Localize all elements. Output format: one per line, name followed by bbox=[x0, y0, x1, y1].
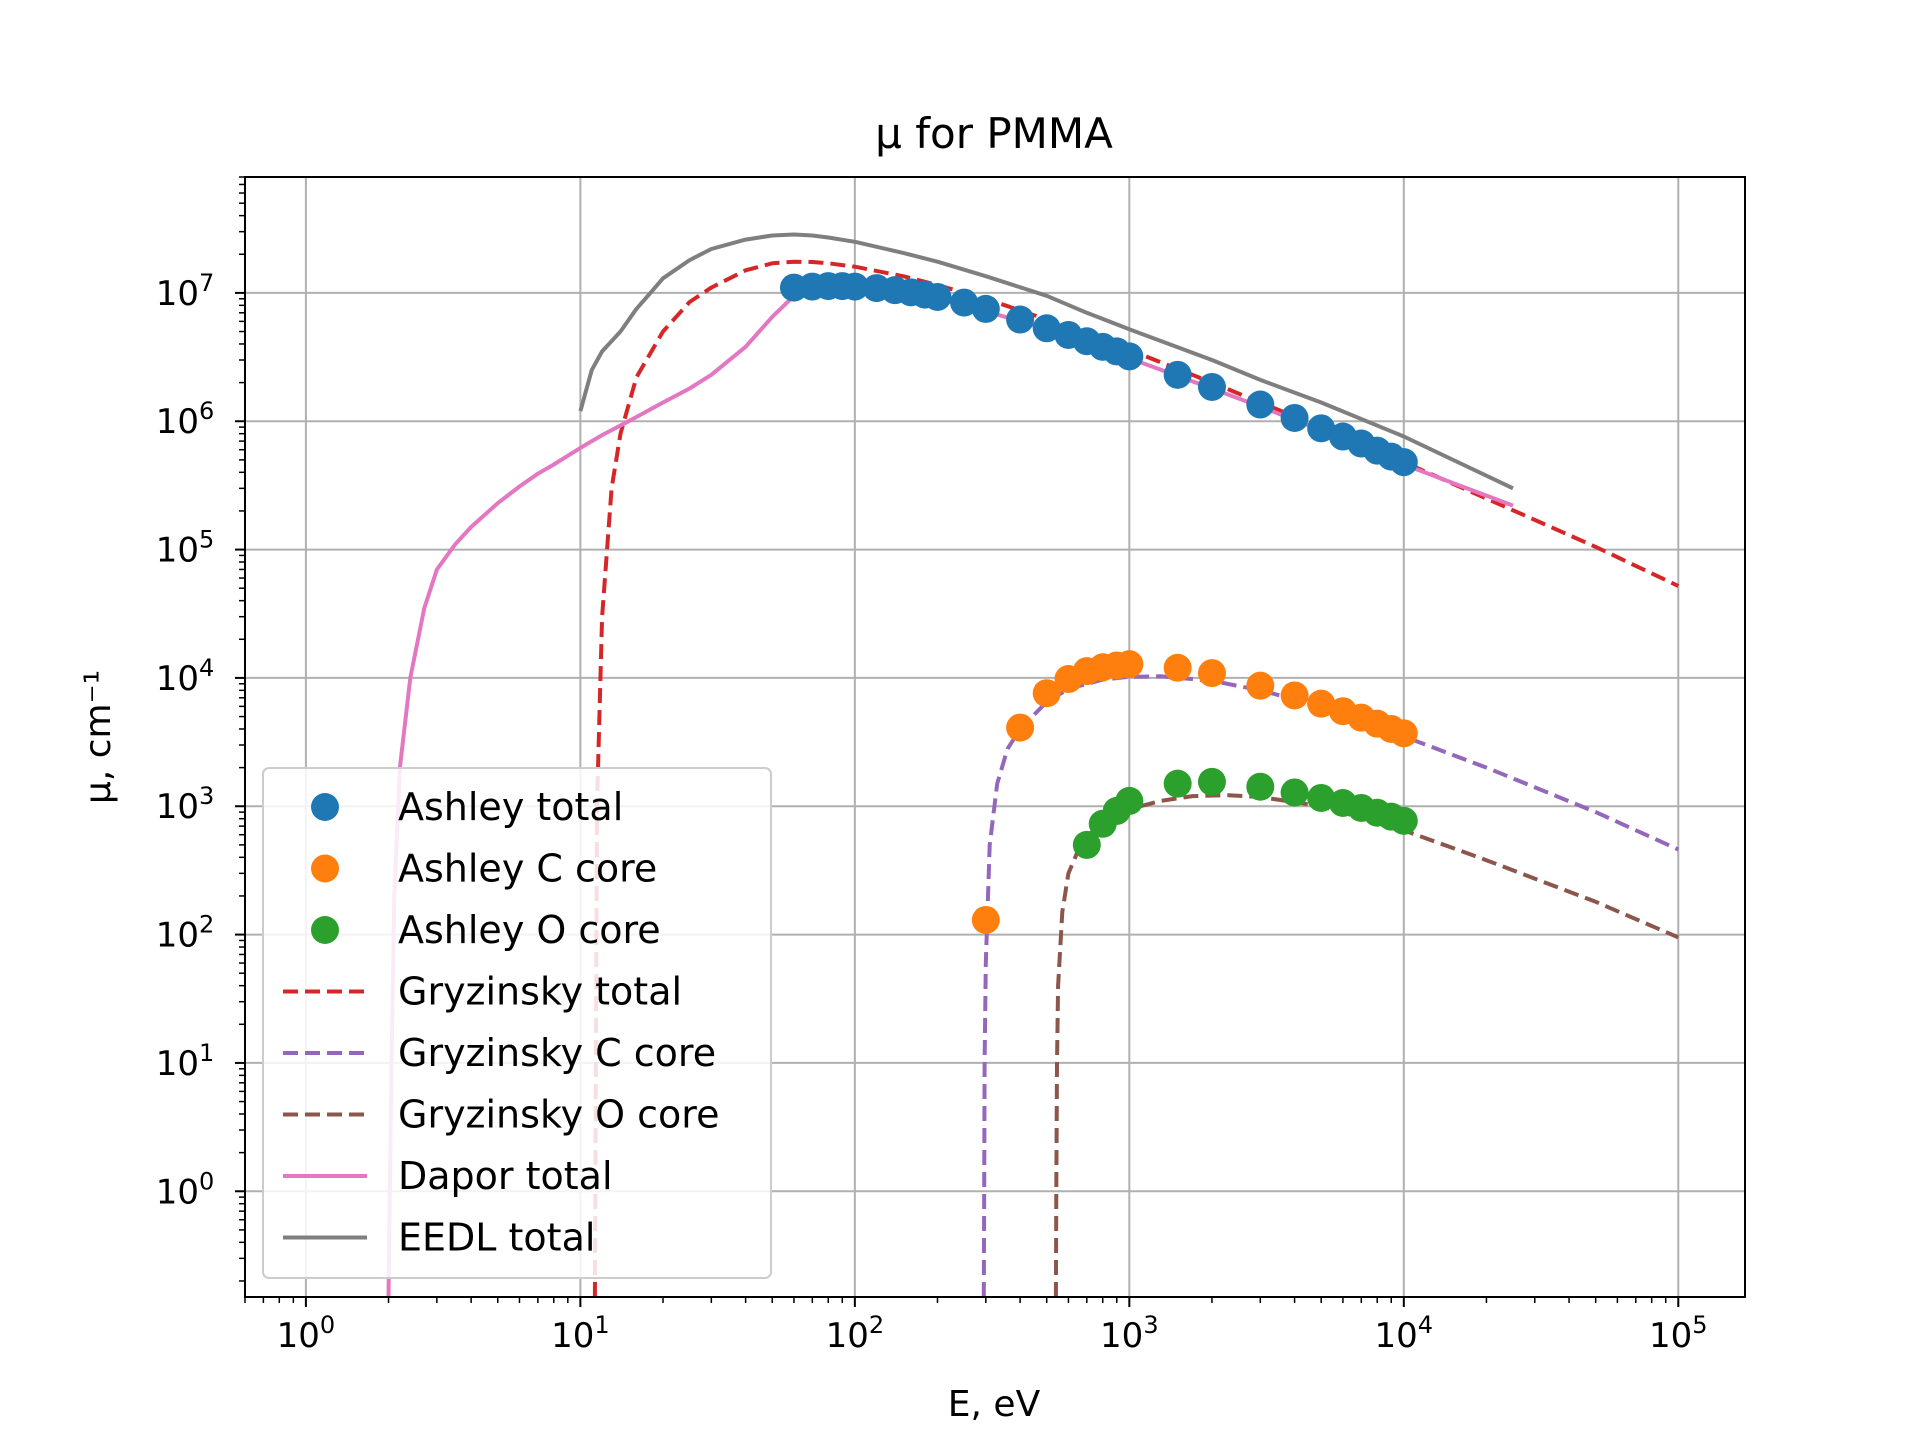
data-point-ashley-o-core bbox=[1072, 830, 1101, 859]
plot-frame bbox=[244, 176, 1746, 1298]
x-tick-label: 101 bbox=[551, 1311, 610, 1356]
data-point-ashley-total bbox=[1032, 314, 1061, 343]
legend-label-dapor-total: Dapor total bbox=[398, 1154, 613, 1198]
data-point-ashley-c-core bbox=[1163, 653, 1192, 682]
data-point-ashley-total bbox=[1307, 414, 1336, 443]
data-point-ashley-total bbox=[1006, 305, 1035, 334]
data-point-ashley-total bbox=[1280, 403, 1309, 432]
x-axis-label: E, eV bbox=[948, 1384, 1041, 1425]
legend-label-gryzinsky-total: Gryzinsky total bbox=[398, 970, 682, 1014]
legend-box bbox=[262, 767, 772, 1279]
plot-series bbox=[386, 232, 1680, 1297]
y-tick-label: 102 bbox=[156, 911, 215, 956]
data-point-ashley-total bbox=[971, 294, 1000, 323]
data-point-ashley-total bbox=[1197, 372, 1226, 401]
data-point-ashley-c-core bbox=[1197, 659, 1226, 688]
data-point-ashley-total bbox=[840, 272, 869, 301]
y-tick-label: 107 bbox=[156, 269, 215, 314]
data-point-ashley-c-core bbox=[1032, 679, 1061, 708]
x-tick-label: 100 bbox=[277, 1311, 336, 1356]
data-point-ashley-c-core bbox=[1389, 719, 1418, 748]
y-tick-label: 100 bbox=[156, 1167, 215, 1212]
y-tick-label: 103 bbox=[156, 782, 215, 827]
data-point-ashley-total bbox=[923, 282, 952, 311]
x-tick-label: 105 bbox=[1649, 1311, 1708, 1356]
x-tick-label: 104 bbox=[1375, 1311, 1434, 1356]
series-line-gryzinsky-c-core bbox=[981, 674, 1680, 1297]
data-point-ashley-c-core bbox=[1280, 681, 1309, 710]
legend: Ashley total Ashley C core Ashley O core Gr… bbox=[262, 767, 772, 1279]
legend-label-ashley-o-core: Ashley O core bbox=[398, 908, 661, 952]
legend-label-ashley-c-core: Ashley C core bbox=[398, 847, 657, 891]
data-point-ashley-o-core bbox=[1389, 806, 1418, 835]
legend-marker-ashley-total bbox=[311, 793, 339, 821]
series-line-eedl-total bbox=[578, 232, 1514, 491]
data-point-ashley-total bbox=[1246, 390, 1275, 419]
y-tick-label: 106 bbox=[156, 397, 215, 442]
legend-marker-ashley-o-core bbox=[311, 916, 339, 944]
legend-marker-ashley-c-core bbox=[311, 854, 339, 883]
data-point-ashley-total bbox=[1115, 342, 1144, 371]
x-tick-label: 102 bbox=[826, 1311, 885, 1356]
series-ashley-c-core bbox=[971, 650, 1418, 934]
data-point-ashley-o-core bbox=[1307, 783, 1336, 812]
series-ashley-total bbox=[779, 272, 1418, 477]
series-ashley-o-core bbox=[1072, 767, 1418, 859]
data-point-ashley-c-core bbox=[1006, 713, 1035, 742]
series-clip-group bbox=[386, 232, 1680, 1297]
chart-title: μ for PMMA bbox=[875, 109, 1113, 158]
data-point-ashley-c-core bbox=[1246, 671, 1275, 700]
data-point-ashley-o-core bbox=[1163, 769, 1192, 798]
data-point-ashley-c-core bbox=[971, 905, 1000, 934]
legend-label-gryzinsky-c-core: Gryzinsky C core bbox=[398, 1031, 716, 1075]
data-point-ashley-total bbox=[1163, 360, 1192, 389]
data-point-ashley-o-core bbox=[1197, 767, 1226, 796]
y-axis-label: μ, cm⁻¹ bbox=[78, 670, 119, 804]
data-point-ashley-o-core bbox=[1115, 786, 1144, 815]
y-tick-label: 101 bbox=[156, 1039, 215, 1084]
data-point-ashley-total bbox=[950, 288, 979, 317]
legend-label-gryzinsky-o-core: Gryzinsky O core bbox=[398, 1093, 719, 1137]
y-tick-label: 104 bbox=[156, 654, 215, 699]
legend-label-eedl-total: EEDL total bbox=[398, 1216, 595, 1260]
data-point-ashley-c-core bbox=[1307, 689, 1336, 718]
axes: 100 101 102 103 104 105 100 101 102 103 104 105 106 1… bbox=[156, 176, 1708, 1356]
legend-label-ashley-total: Ashley total bbox=[398, 785, 623, 829]
x-tick-label: 103 bbox=[1100, 1311, 1159, 1356]
y-tick-label: 105 bbox=[156, 526, 215, 571]
data-point-ashley-o-core bbox=[1280, 778, 1309, 807]
data-point-ashley-o-core bbox=[1246, 772, 1275, 801]
data-point-ashley-total bbox=[1389, 448, 1418, 477]
data-point-ashley-c-core bbox=[1115, 650, 1144, 679]
